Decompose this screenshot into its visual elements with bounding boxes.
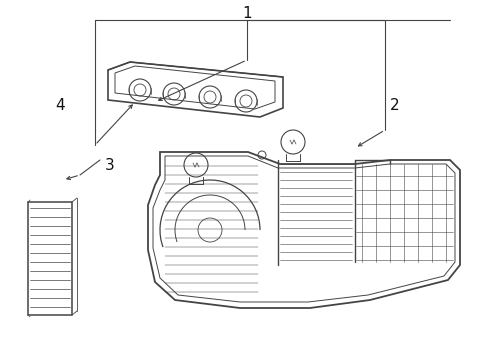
Text: 3: 3 xyxy=(105,158,115,172)
Text: 1: 1 xyxy=(242,5,252,21)
Text: 4: 4 xyxy=(55,98,65,112)
Text: 2: 2 xyxy=(390,98,400,112)
